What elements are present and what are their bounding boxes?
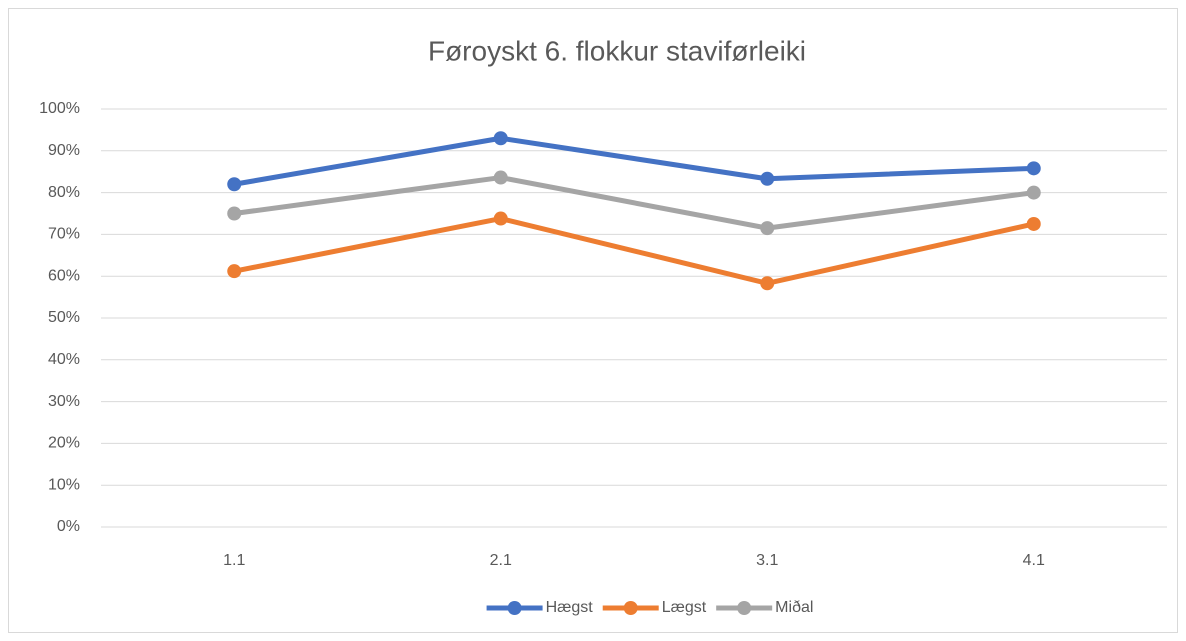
point-marker: [1026, 185, 1041, 200]
legend-label: Lægst: [662, 599, 707, 616]
point-marker: [493, 170, 508, 185]
point-marker: [1026, 161, 1041, 176]
y-tick-label: 50%: [48, 309, 80, 326]
series-line: [231, 216, 1037, 286]
point-marker: [227, 264, 242, 279]
y-tick-label: 40%: [48, 351, 80, 368]
legend-marker: [507, 601, 522, 615]
legend-marker: [623, 601, 638, 615]
point-marker: [1026, 216, 1041, 231]
y-tick-label: 70%: [48, 226, 80, 243]
chart-border: [8, 8, 1178, 633]
chart-title: Føroyskt 6. flokkur staviførleiki: [428, 35, 806, 66]
point-marker: [760, 171, 775, 186]
y-tick-label: 20%: [48, 435, 80, 452]
point-marker: [760, 276, 775, 291]
x-tick-label: 3.1: [756, 552, 778, 569]
series-line: [231, 135, 1037, 187]
point-marker: [760, 221, 775, 236]
series-line: [231, 175, 1037, 231]
y-tick-label: 100%: [39, 100, 80, 117]
legend-item: Hægst: [486, 599, 594, 616]
legend-label: Hægst: [546, 599, 594, 616]
y-tick-label: 10%: [48, 476, 80, 493]
x-tick-label: 1.1: [223, 552, 245, 569]
y-tick-label: 90%: [48, 142, 80, 159]
legend-marker: [737, 601, 752, 615]
y-tick-label: 80%: [48, 184, 80, 201]
point-marker: [493, 211, 508, 226]
legend-item: Miðal: [716, 599, 813, 616]
legend-item: Lægst: [602, 599, 707, 616]
y-tick-label: 30%: [48, 393, 80, 410]
y-tick-label: 0%: [57, 518, 80, 535]
y-tick-label: 60%: [48, 267, 80, 284]
point-marker: [493, 131, 508, 146]
x-tick-label: 2.1: [490, 552, 512, 569]
x-tick-label: 4.1: [1023, 552, 1045, 569]
legend-label: Miðal: [775, 599, 813, 616]
point-marker: [227, 177, 242, 192]
point-marker: [227, 206, 242, 221]
